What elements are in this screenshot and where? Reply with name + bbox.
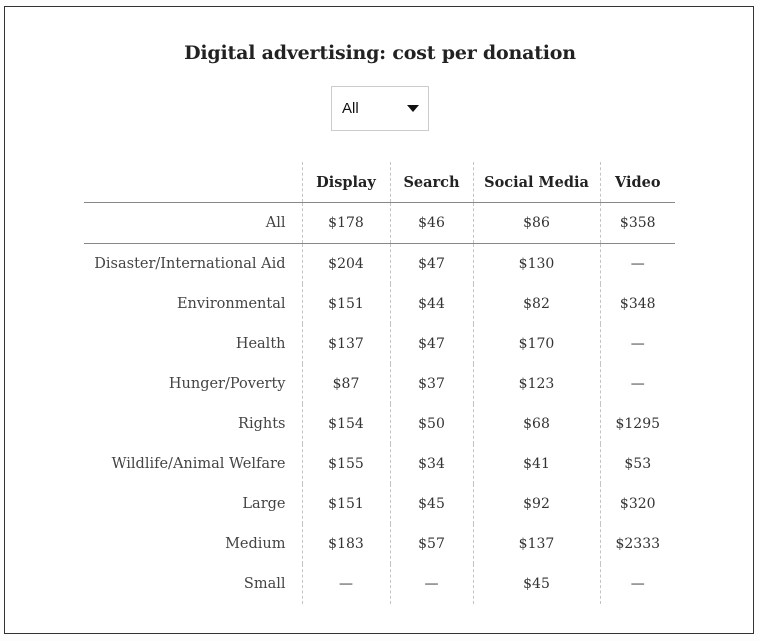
chart-title: Digital advertising: cost per donation [184,42,576,64]
cell-display: $151 [301,484,390,524]
cell-video: $320 [599,484,675,524]
table-row: Large $151 $45 $92 $320 [84,484,675,524]
row-label: Hunger/Poverty [168,376,286,392]
cell-video: — [599,564,675,604]
cell-social-media: $45 [472,564,600,604]
filter-select-value: All [342,100,359,117]
cell-social-media: $92 [472,484,600,524]
cell-search: $57 [389,524,473,564]
column-header-display: Display [301,162,390,203]
cell-search: $44 [389,284,473,324]
row-label: Small [243,576,286,592]
cell-video: $2333 [599,524,675,564]
row-label: Rights [238,416,286,432]
row-label: Environmental [176,296,286,312]
table-row: Medium $183 $57 $137 $2333 [84,524,675,564]
cell-social-media: $123 [472,364,600,404]
cell-social-media: $68 [472,404,600,444]
cell-video: $53 [599,444,675,484]
cell-video: — [599,324,675,364]
cell-display: $137 [301,324,390,364]
cell-search: $47 [389,243,473,284]
table-row: Health $137 $47 $170 — [84,324,675,364]
caret-down-icon [407,105,419,112]
cell-search: $37 [389,364,473,404]
row-label: Wildlife/Animal Welfare [111,456,286,472]
cell-display: $204 [301,243,390,284]
cell-display: $154 [301,404,390,444]
table-row: Hunger/Poverty $87 $37 $123 — [84,364,675,404]
cell-display: $155 [301,444,390,484]
cell-social-media: $130 [472,243,600,284]
cell-search: $47 [389,324,473,364]
table-row-all: All $178 $46 $86 $358 [84,202,675,244]
cell-social-media: $86 [472,202,600,244]
cell-social-media: $82 [472,284,600,324]
header-row: Display Search Social Media Video [84,162,675,203]
row-label: Medium [225,536,286,552]
table-row: Small — — $45 — [84,564,675,604]
cell-display: $178 [301,202,390,244]
cost-per-donation-table: Display Search Social Media Video All $1… [84,162,675,604]
cell-display: $183 [301,524,390,564]
cell-search: — [389,564,473,604]
cell-search: $45 [389,484,473,524]
cell-search: $46 [389,202,473,244]
filter-select[interactable]: All [331,86,429,131]
column-header-social-media: Social Media [472,162,600,203]
row-label: All [84,202,302,244]
row-label: Health [235,336,286,352]
cell-display: $151 [301,284,390,324]
row-label: Disaster/International Aid [94,256,286,272]
cell-social-media: $137 [472,524,600,564]
table-row: Rights $154 $50 $68 $1295 [84,404,675,444]
cell-social-media: $41 [472,444,600,484]
cell-search: $34 [389,444,473,484]
row-label-header [84,162,302,203]
cell-video: — [599,243,675,284]
cell-video: $358 [599,202,675,244]
cell-video: $348 [599,284,675,324]
cell-display: — [301,564,390,604]
cell-display: $87 [301,364,390,404]
cell-social-media: $170 [472,324,600,364]
table-row: Disaster/International Aid $204 $47 $130… [84,243,675,284]
cell-video: — [599,364,675,404]
table-row: Wildlife/Animal Welfare $155 $34 $41 $53 [84,444,675,484]
table-row: Environmental $151 $44 $82 $348 [84,284,675,324]
row-label: Large [242,496,286,512]
cell-video: $1295 [599,404,675,444]
column-header-search: Search [389,162,473,203]
cell-search: $50 [389,404,473,444]
column-header-video: Video [599,162,675,203]
